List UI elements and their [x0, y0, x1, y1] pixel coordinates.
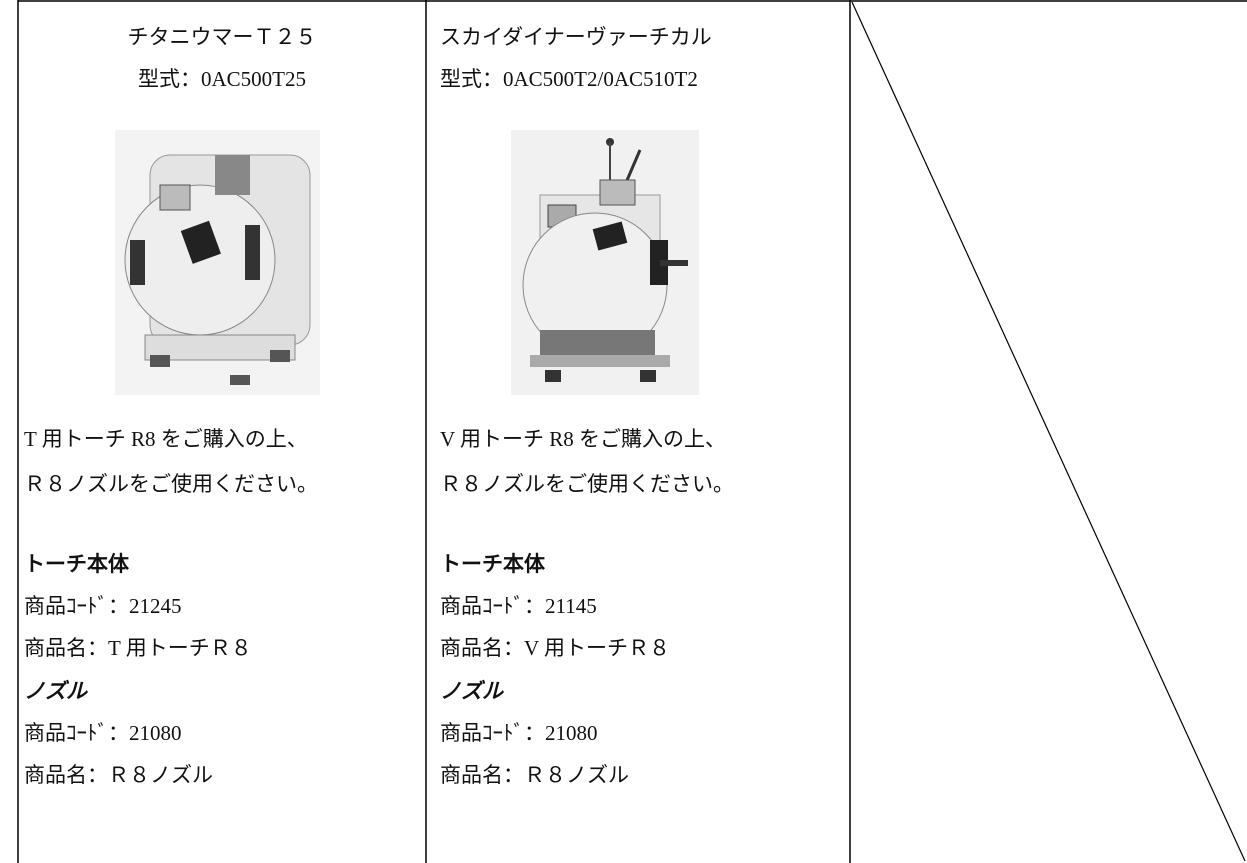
- column: チタニウマーＴ２５ 型式：0AC500T25 T 用トーチ R8 をご購入の上、…: [18, 0, 426, 863]
- note: Ｒ８ノズルをご使用ください。: [24, 472, 318, 496]
- product-name: 商品名：V 用トーチＲ８: [440, 636, 671, 660]
- product-title: チタニウマーＴ２５: [127, 25, 317, 49]
- heading: ノズル: [24, 679, 87, 703]
- product-title: スカイダイナーヴァーチカル: [440, 25, 712, 49]
- model: 型式：0AC500T2/0AC510T2: [440, 67, 698, 91]
- heading: ノズル: [440, 679, 503, 703]
- note: T 用トーチ R8 をご購入の上、: [24, 427, 308, 451]
- code: 商品ｺｰﾄﾞ：21080: [24, 721, 182, 745]
- product-image: [511, 130, 699, 395]
- code: 商品ｺｰﾄﾞ：21145: [440, 594, 597, 618]
- product-name: 商品名：Ｒ８ノズル: [24, 763, 213, 787]
- heading: トーチ本体: [440, 552, 545, 576]
- note: Ｒ８ノズルをご使用ください。: [440, 472, 734, 496]
- product-name: 商品名：Ｒ８ノズル: [440, 763, 629, 787]
- heading: トーチ本体: [24, 552, 129, 576]
- code: 商品ｺｰﾄﾞ：21245: [24, 594, 182, 618]
- code: 商品ｺｰﾄﾞ：21080: [440, 721, 598, 745]
- note: V 用トーチ R8 をご購入の上、: [440, 427, 727, 451]
- column: スカイダイナーヴァーチカル 型式：0AC500T2/0AC510T2 V 用トー…: [426, 0, 850, 863]
- product-image: [115, 130, 320, 395]
- product-name: 商品名：T 用トーチＲ８: [24, 636, 252, 660]
- model: 型式：0AC500T25: [138, 67, 306, 91]
